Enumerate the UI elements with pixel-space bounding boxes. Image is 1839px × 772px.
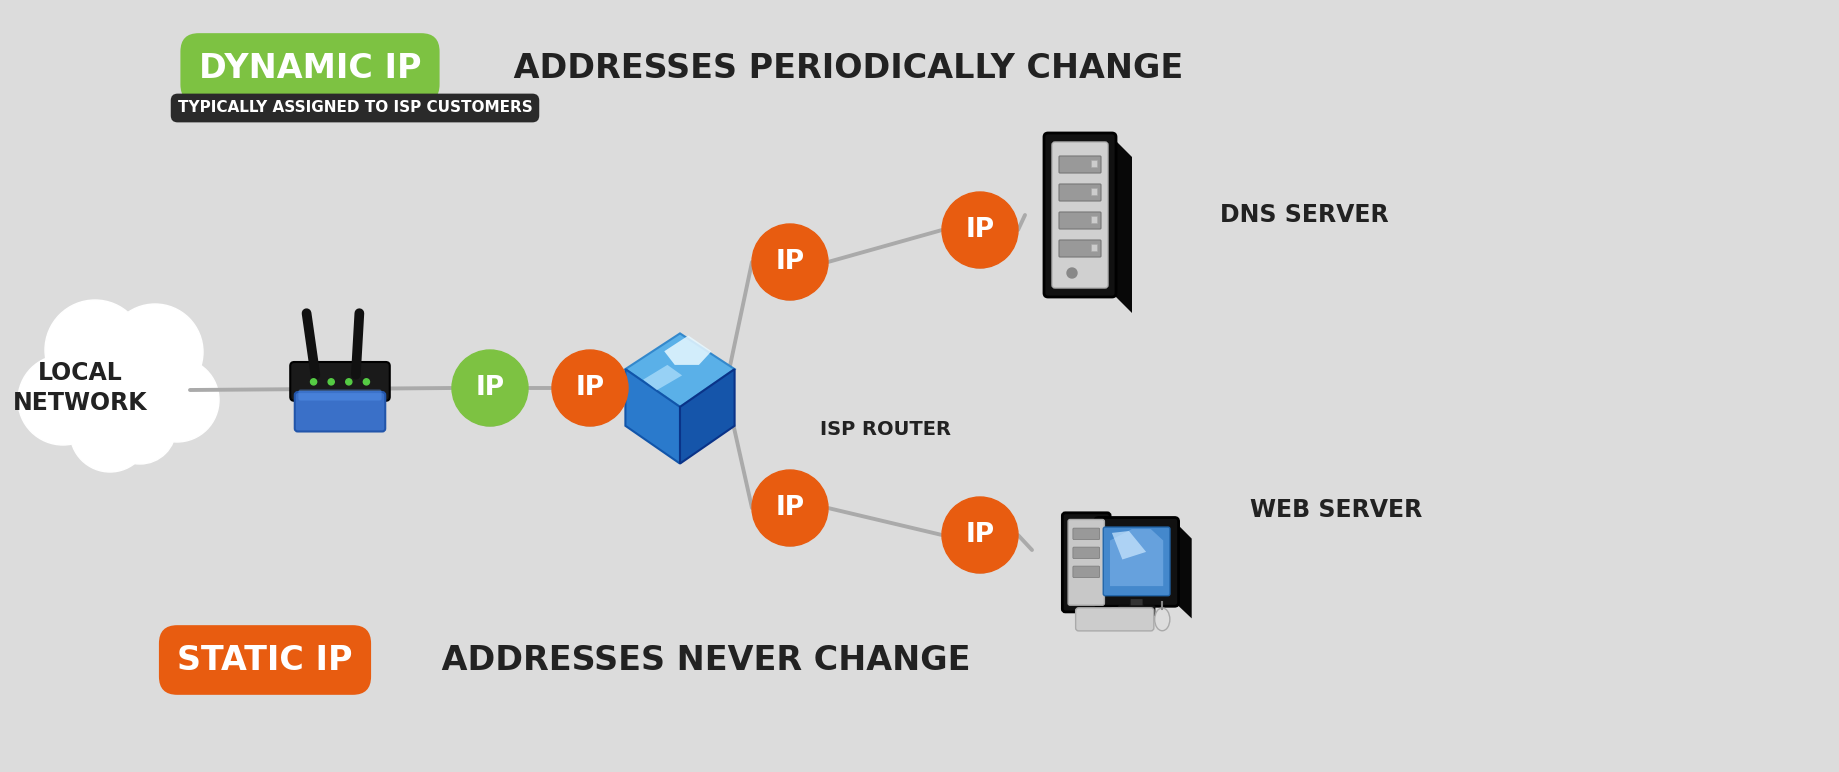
- FancyBboxPatch shape: [1091, 161, 1096, 168]
- Polygon shape: [1111, 531, 1146, 560]
- Text: DNS SERVER: DNS SERVER: [1219, 203, 1388, 227]
- Text: WEB SERVER: WEB SERVER: [1249, 498, 1422, 522]
- Circle shape: [18, 355, 109, 445]
- FancyBboxPatch shape: [1103, 527, 1170, 596]
- Polygon shape: [664, 336, 712, 365]
- Circle shape: [134, 358, 219, 442]
- FancyBboxPatch shape: [1091, 188, 1096, 195]
- Text: ADDRESSES PERIODICALLY CHANGE: ADDRESSES PERIODICALLY CHANGE: [502, 52, 1182, 84]
- Polygon shape: [625, 334, 734, 407]
- Polygon shape: [1109, 529, 1162, 586]
- Circle shape: [311, 379, 316, 385]
- Circle shape: [758, 235, 822, 300]
- Circle shape: [1067, 268, 1076, 278]
- FancyBboxPatch shape: [1059, 156, 1100, 173]
- FancyBboxPatch shape: [1118, 606, 1155, 615]
- FancyBboxPatch shape: [1091, 245, 1096, 252]
- FancyBboxPatch shape: [291, 362, 390, 401]
- Text: IP: IP: [576, 375, 605, 401]
- Circle shape: [70, 392, 151, 472]
- Polygon shape: [625, 369, 680, 464]
- Circle shape: [942, 192, 1017, 268]
- Circle shape: [942, 497, 1017, 573]
- FancyBboxPatch shape: [1052, 142, 1107, 288]
- FancyBboxPatch shape: [298, 390, 381, 401]
- FancyBboxPatch shape: [1072, 566, 1100, 577]
- Text: IP: IP: [965, 217, 995, 243]
- FancyBboxPatch shape: [1043, 133, 1116, 297]
- Text: ADDRESSES NEVER CHANGE: ADDRESSES NEVER CHANGE: [430, 644, 969, 676]
- Circle shape: [327, 379, 335, 385]
- Text: IP: IP: [774, 249, 804, 275]
- Text: IP: IP: [474, 375, 504, 401]
- FancyBboxPatch shape: [1129, 598, 1142, 610]
- Ellipse shape: [1155, 608, 1170, 631]
- Text: ISP ROUTER: ISP ROUTER: [820, 421, 951, 439]
- FancyBboxPatch shape: [1061, 513, 1109, 612]
- Circle shape: [44, 300, 145, 400]
- Polygon shape: [644, 365, 682, 390]
- Polygon shape: [1111, 137, 1131, 313]
- Circle shape: [557, 361, 622, 426]
- Text: DYNAMIC IP: DYNAMIC IP: [199, 52, 421, 84]
- Polygon shape: [680, 369, 734, 464]
- Circle shape: [63, 328, 188, 452]
- FancyBboxPatch shape: [1059, 212, 1100, 229]
- Circle shape: [947, 509, 1011, 573]
- Circle shape: [458, 361, 522, 426]
- Circle shape: [752, 470, 828, 546]
- FancyBboxPatch shape: [1072, 547, 1100, 559]
- FancyBboxPatch shape: [1072, 528, 1100, 540]
- Text: TYPICALLY ASSIGNED TO ISP CUSTOMERS: TYPICALLY ASSIGNED TO ISP CUSTOMERS: [178, 100, 531, 116]
- FancyBboxPatch shape: [1059, 240, 1100, 257]
- Text: IP: IP: [965, 522, 995, 548]
- FancyBboxPatch shape: [1059, 184, 1100, 201]
- Text: LOCAL
NETWORK: LOCAL NETWORK: [13, 361, 147, 415]
- FancyBboxPatch shape: [1067, 520, 1103, 605]
- FancyBboxPatch shape: [1076, 608, 1153, 631]
- Circle shape: [758, 482, 822, 546]
- FancyBboxPatch shape: [1094, 517, 1179, 606]
- Polygon shape: [1173, 522, 1192, 618]
- Circle shape: [452, 350, 528, 426]
- FancyBboxPatch shape: [1091, 216, 1096, 224]
- Circle shape: [552, 350, 627, 426]
- Text: STATIC IP: STATIC IP: [177, 644, 353, 676]
- Circle shape: [346, 379, 351, 385]
- FancyBboxPatch shape: [294, 392, 384, 432]
- Circle shape: [362, 379, 370, 385]
- Circle shape: [107, 304, 202, 400]
- Text: IP: IP: [774, 495, 804, 521]
- Circle shape: [105, 392, 177, 464]
- Circle shape: [947, 203, 1011, 268]
- Circle shape: [752, 224, 828, 300]
